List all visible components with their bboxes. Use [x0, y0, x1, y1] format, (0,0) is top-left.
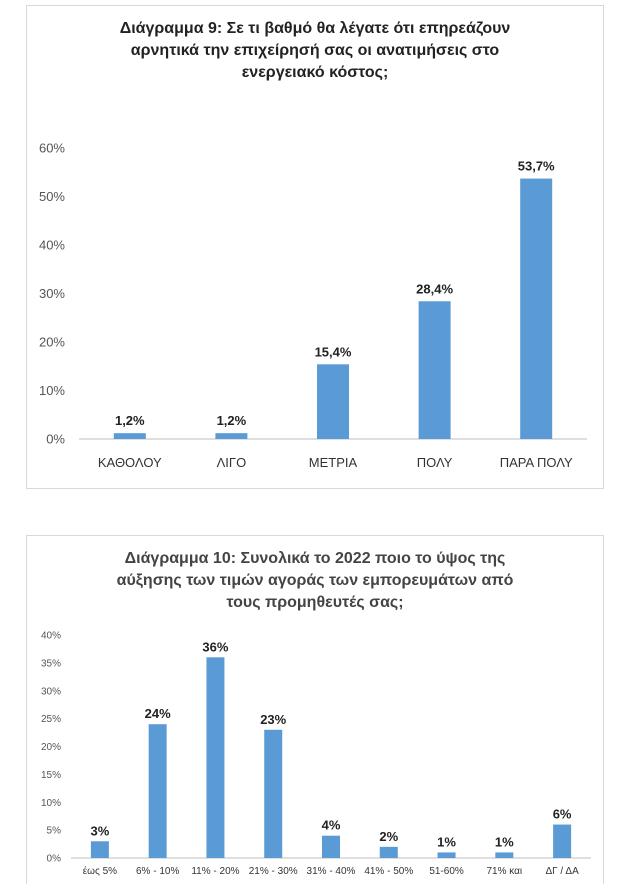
bar: [437, 852, 456, 858]
chart-9-title: Διάγραμμα 9: Σε τι βαθμό θα λέγατε ότι ε…: [119, 20, 511, 81]
data-label: 53,7%: [518, 159, 555, 174]
category-label: ΜΕΤΡΙΑ: [309, 455, 358, 470]
y-tick-label: 10%: [39, 383, 65, 398]
chart-10-panel: Διάγραμμα 10: Συνολικά το 2022 ποιο το ύ…: [26, 535, 604, 884]
chart-9-panel: Διάγραμμα 9: Σε τι βαθμό θα λέγατε ότι ε…: [26, 5, 604, 489]
bar: [418, 301, 451, 439]
data-label: 15,4%: [315, 344, 352, 359]
y-tick-label: 50%: [39, 189, 65, 204]
category-label: ΔΓ / ΔΑ: [545, 866, 579, 877]
data-label: 2%: [379, 829, 398, 844]
data-label: 24%: [145, 706, 171, 721]
data-label: 23%: [260, 712, 286, 727]
bar: [520, 178, 553, 439]
category-label: 6% - 10%: [136, 866, 179, 877]
category-label: ΠΟΛΥ: [417, 455, 453, 470]
bar: [322, 835, 340, 858]
bar: [317, 364, 349, 439]
y-tick-label: 25%: [41, 714, 61, 725]
data-label: 6%: [553, 807, 572, 822]
data-label: 28,4%: [416, 281, 453, 296]
chart-10-title: Διάγραμμα 10: Συνολικά το 2022 ποιο το ύ…: [116, 550, 514, 611]
category-label: 41% - 50%: [364, 866, 413, 877]
category-label: 31% - 40%: [307, 866, 356, 877]
y-tick-label: 10%: [41, 798, 61, 809]
chart-9-plot: 0% 10% 20% 30% 40% 50% 60% 1,2% ΚΑΘΟΛΟΥ 1,2% ΛΙΓΟ 1…: [39, 141, 587, 470]
category-label: 51-60%: [429, 866, 464, 877]
bar: [90, 841, 109, 858]
data-label: 36%: [202, 639, 228, 654]
category-label: 21% - 30%: [249, 866, 298, 877]
bar: [215, 433, 248, 439]
category-label: ΚΑΘΟΛΟΥ: [98, 455, 162, 470]
data-label: 3%: [90, 823, 109, 838]
y-tick-label: 40%: [41, 631, 61, 642]
data-label: 1%: [495, 834, 514, 849]
data-label: 1,2%: [115, 413, 145, 428]
y-tick-label: 60%: [39, 141, 65, 156]
bar: [379, 846, 398, 858]
y-tick-label: 40%: [39, 238, 65, 253]
bar: [113, 433, 146, 439]
bar: [553, 824, 572, 858]
y-tick-label: 30%: [41, 686, 61, 697]
y-tick-label: 20%: [41, 742, 61, 753]
y-tick-label: 15%: [41, 770, 61, 781]
category-label: 11% - 20%: [191, 866, 239, 877]
y-tick-label: 0%: [46, 432, 65, 447]
bar: [495, 852, 514, 858]
category-label: έως 5%: [83, 865, 117, 877]
chart-10-plot: 0% 5% 10% 15% 20% 25% 30% 35% 40% 3% έως 5% 24% 6% -…: [41, 631, 591, 877]
data-label: 1,2%: [217, 413, 247, 428]
category-label: ΠΑΡΑ ΠΟΛΥ: [500, 455, 573, 470]
data-label: 1%: [437, 834, 456, 849]
y-tick-label: 30%: [39, 286, 65, 301]
bar: [264, 729, 283, 858]
y-tick-label: 35%: [41, 658, 61, 669]
y-tick-label: 0%: [47, 854, 62, 865]
y-tick-label: 20%: [39, 335, 65, 350]
category-label: ΛΙΓΟ: [217, 455, 247, 470]
bar: [206, 657, 225, 858]
y-tick-label: 5%: [47, 826, 62, 837]
category-label: 71% και: [486, 866, 522, 877]
data-label: 4%: [322, 818, 341, 833]
bar: [148, 724, 167, 858]
